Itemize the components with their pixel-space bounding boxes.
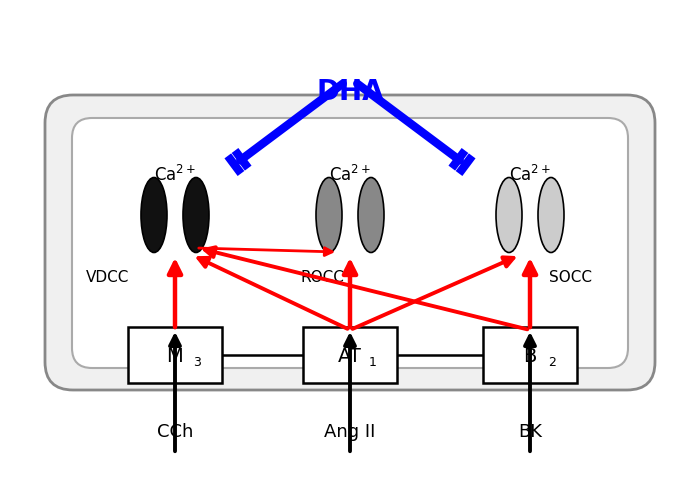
Ellipse shape xyxy=(496,178,522,253)
Ellipse shape xyxy=(316,178,342,253)
Text: SOCC: SOCC xyxy=(549,271,592,286)
Text: Ca$^{2+}$: Ca$^{2+}$ xyxy=(509,165,551,185)
Ellipse shape xyxy=(358,178,384,253)
Text: AT: AT xyxy=(338,348,362,366)
FancyBboxPatch shape xyxy=(45,95,655,390)
Text: M: M xyxy=(167,348,183,366)
FancyBboxPatch shape xyxy=(303,327,397,383)
Text: CCh: CCh xyxy=(157,423,193,441)
Text: Ca$^{2+}$: Ca$^{2+}$ xyxy=(329,165,371,185)
Text: 3: 3 xyxy=(194,357,202,369)
Ellipse shape xyxy=(141,178,167,253)
Text: VDCC: VDCC xyxy=(86,271,130,286)
Ellipse shape xyxy=(183,178,209,253)
Text: Ca$^{2+}$: Ca$^{2+}$ xyxy=(154,165,196,185)
FancyBboxPatch shape xyxy=(483,327,577,383)
FancyBboxPatch shape xyxy=(128,327,222,383)
Text: 2: 2 xyxy=(549,357,557,369)
FancyBboxPatch shape xyxy=(72,118,628,368)
Text: B: B xyxy=(524,348,537,366)
Text: ROCC: ROCC xyxy=(300,271,344,286)
Text: BK: BK xyxy=(518,423,542,441)
Text: Ang II: Ang II xyxy=(324,423,376,441)
Text: DHA: DHA xyxy=(316,78,384,106)
Ellipse shape xyxy=(538,178,564,253)
Text: 1: 1 xyxy=(369,357,377,369)
